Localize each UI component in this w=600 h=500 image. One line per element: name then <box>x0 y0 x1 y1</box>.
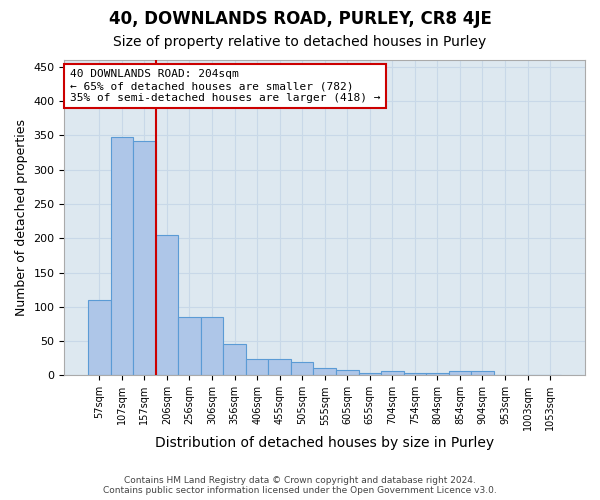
Bar <box>404 374 426 376</box>
Bar <box>313 368 336 376</box>
Bar <box>471 370 494 376</box>
Y-axis label: Number of detached properties: Number of detached properties <box>15 119 28 316</box>
Bar <box>336 370 359 376</box>
Bar <box>178 317 201 376</box>
Text: Contains HM Land Registry data © Crown copyright and database right 2024.
Contai: Contains HM Land Registry data © Crown c… <box>103 476 497 495</box>
Bar <box>201 317 223 376</box>
Text: 40 DOWNLANDS ROAD: 204sqm
← 65% of detached houses are smaller (782)
35% of semi: 40 DOWNLANDS ROAD: 204sqm ← 65% of detac… <box>70 70 380 102</box>
Text: 40, DOWNLANDS ROAD, PURLEY, CR8 4JE: 40, DOWNLANDS ROAD, PURLEY, CR8 4JE <box>109 10 491 28</box>
Bar <box>88 300 110 376</box>
Bar <box>291 362 313 376</box>
Bar <box>381 371 404 376</box>
Bar <box>155 236 178 376</box>
Bar <box>426 374 449 376</box>
Bar <box>449 370 471 376</box>
Bar <box>246 359 268 376</box>
X-axis label: Distribution of detached houses by size in Purley: Distribution of detached houses by size … <box>155 436 494 450</box>
Bar <box>223 344 246 376</box>
Bar <box>133 141 155 376</box>
Bar <box>268 359 291 376</box>
Bar <box>359 374 381 376</box>
Bar <box>110 138 133 376</box>
Text: Size of property relative to detached houses in Purley: Size of property relative to detached ho… <box>113 35 487 49</box>
